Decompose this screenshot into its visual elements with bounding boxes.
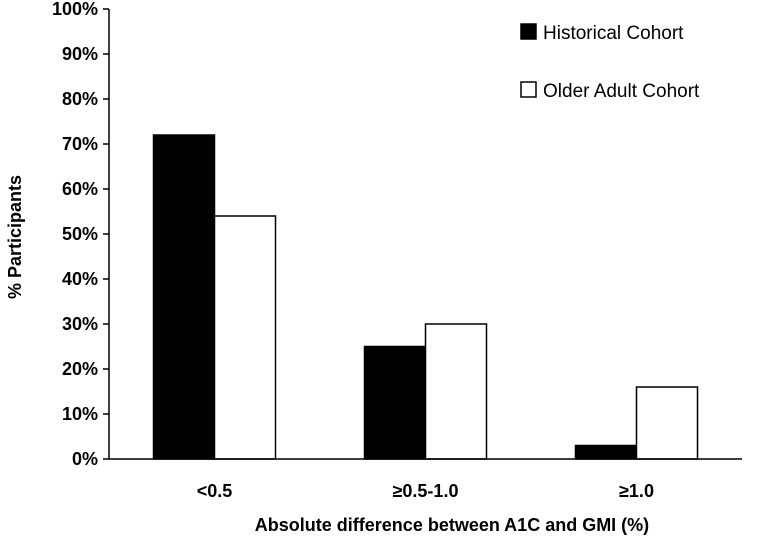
y-tick-label: 0% (72, 449, 98, 469)
y-tick-label: 100% (52, 0, 98, 19)
bar-older-adult-cohort (635, 386, 699, 460)
y-tick-label: 80% (62, 89, 98, 109)
y-tick-label: 10% (62, 404, 98, 424)
x-axis-title: Absolute difference between A1C and GMI … (255, 515, 649, 535)
y-axis-ticks: 0% 10% 20% 30% 40% 50% 60% 70% 80% 90% 100% (52, 0, 109, 469)
x-tick-label: ≥0.5-1.0 (393, 481, 459, 501)
y-tick-label: 70% (62, 134, 98, 154)
y-tick-label: 90% (62, 44, 98, 64)
legend-label-historical-cohort: Historical Cohort (543, 23, 684, 44)
legend-label-older-adult-cohort: Older Adult Cohort (543, 81, 700, 102)
y-tick-label: 30% (62, 314, 98, 334)
axes (108, 9, 742, 460)
bar-historical-cohort (363, 345, 427, 460)
x-axis-ticks: <0.5 ≥0.5-1.0 ≥1.0 (197, 481, 654, 501)
bar-historical-cohort (574, 444, 638, 460)
y-tick-label: 50% (62, 224, 98, 244)
y-tick-label: 40% (62, 269, 98, 289)
bar-older-adult-cohort (213, 215, 277, 460)
bar-older-adult-cohort (424, 323, 488, 460)
legend-swatch-historical-cohort (520, 23, 537, 40)
x-tick-label: <0.5 (197, 481, 233, 501)
legend-swatch-older-adult-cohort (520, 81, 537, 98)
bars (152, 134, 699, 460)
y-tick-label: 60% (62, 179, 98, 199)
y-tick-label: 20% (62, 359, 98, 379)
x-tick-label: ≥1.0 (619, 481, 654, 501)
y-axis-title: % Participants (5, 175, 25, 299)
legend: Historical Cohort Older Adult Cohort (520, 23, 700, 102)
bar-historical-cohort (152, 134, 216, 460)
